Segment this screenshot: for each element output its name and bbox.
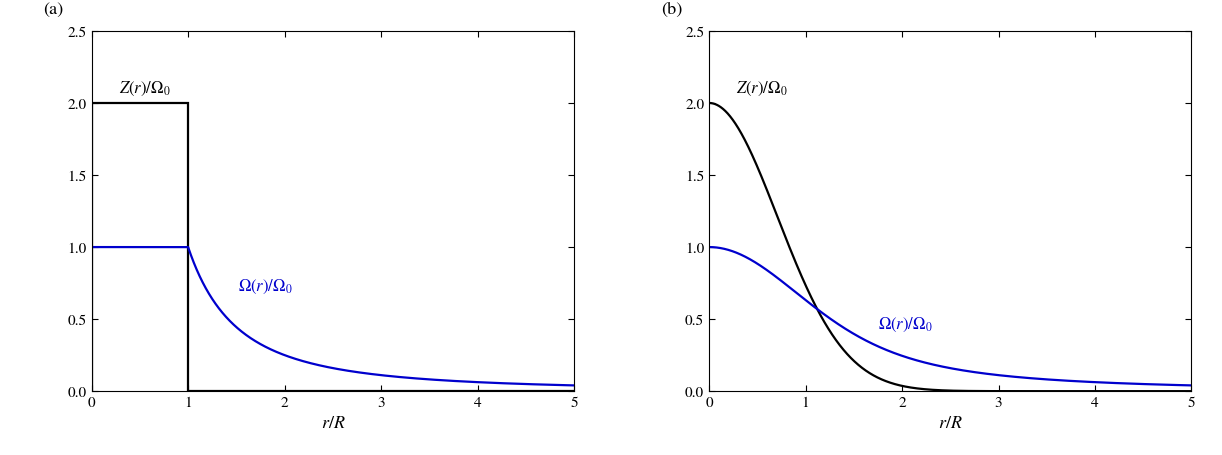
Text: $\Omega(r)/\Omega_0$: $\Omega(r)/\Omega_0$ bbox=[238, 278, 293, 296]
Text: $Z(r)/\Omega_0$: $Z(r)/\Omega_0$ bbox=[736, 79, 788, 97]
Text: $Z(r)/\Omega_0$: $Z(r)/\Omega_0$ bbox=[119, 79, 170, 97]
Text: $\Omega(r)/\Omega_0$: $\Omega(r)/\Omega_0$ bbox=[877, 315, 932, 333]
X-axis label: $r/R$: $r/R$ bbox=[938, 415, 963, 431]
Text: (a): (a) bbox=[44, 1, 64, 17]
Text: (b): (b) bbox=[661, 1, 682, 17]
X-axis label: $r/R$: $r/R$ bbox=[320, 415, 345, 431]
